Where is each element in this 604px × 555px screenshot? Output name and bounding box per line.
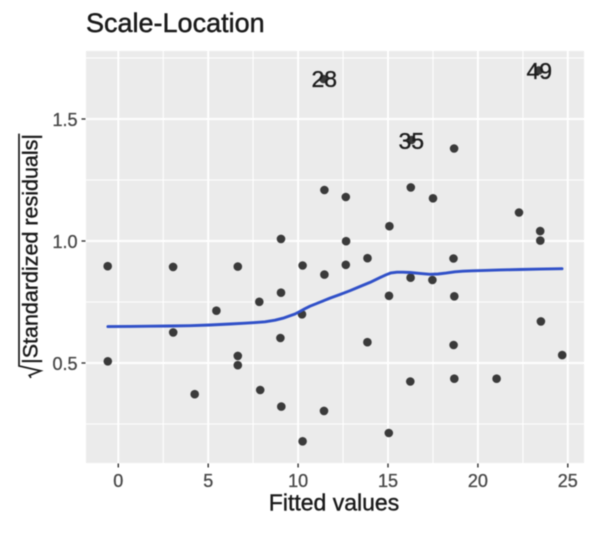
svg-text:|Standardized residuals|: |Standardized residuals| xyxy=(19,134,43,364)
svg-text:28: 28 xyxy=(312,66,338,92)
svg-text:20: 20 xyxy=(468,471,488,491)
svg-text:35: 35 xyxy=(399,128,425,154)
svg-text:10: 10 xyxy=(288,471,308,491)
svg-text:0.5: 0.5 xyxy=(52,354,77,374)
svg-text:25: 25 xyxy=(558,471,578,491)
svg-text:Fitted values: Fitted values xyxy=(269,490,399,516)
svg-text:1.5: 1.5 xyxy=(52,110,77,130)
svg-text:15: 15 xyxy=(378,471,398,491)
svg-text:Scale-Location: Scale-Location xyxy=(86,8,265,38)
svg-text:5: 5 xyxy=(203,471,213,491)
svg-text:1.0: 1.0 xyxy=(52,232,77,252)
svg-text:0: 0 xyxy=(113,471,123,491)
svg-text:49: 49 xyxy=(527,58,553,84)
